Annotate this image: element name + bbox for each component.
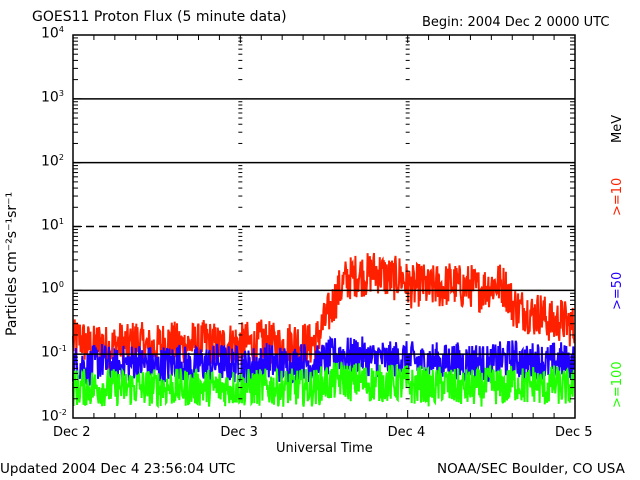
y-tick-label: 101 xyxy=(41,216,64,234)
series-line-ge50 xyxy=(72,335,576,387)
legend-ge100: >=100 xyxy=(610,361,625,408)
plot-frame xyxy=(72,34,576,419)
y-tick-label: 104 xyxy=(41,25,64,42)
y-tick-label: 100 xyxy=(41,280,64,297)
y-axis-label: Particles cm⁻²s⁻¹sr⁻¹ xyxy=(4,191,20,336)
chart-title: GOES11 Proton Flux (5 minute data) xyxy=(32,9,287,25)
y-tick-label: 10-1 xyxy=(41,344,67,361)
legend-ge50: >=50 xyxy=(610,271,625,310)
legend-ge10: >=10 xyxy=(610,177,625,216)
y-tick-label: 103 xyxy=(41,88,64,106)
y-tick-label: 102 xyxy=(41,152,64,170)
unit-label: MeV xyxy=(610,114,625,143)
x-tick-label: Dec 3 xyxy=(220,425,258,440)
begin-label: Begin: 2004 Dec 2 0000 UTC xyxy=(422,15,610,30)
x-tick-label: Dec 5 xyxy=(555,425,593,440)
series-line-ge100 xyxy=(72,362,576,409)
x-tick-label: Dec 4 xyxy=(387,425,426,440)
updated-label: Updated 2004 Dec 4 23:56:04 UTC xyxy=(0,461,236,477)
source-label: NOAA/SEC Boulder, CO USA xyxy=(437,461,625,477)
y-tick-label: 10-2 xyxy=(41,408,67,425)
x-tick-label: Dec 2 xyxy=(53,425,91,440)
x-axis-label: Universal Time xyxy=(276,441,373,456)
